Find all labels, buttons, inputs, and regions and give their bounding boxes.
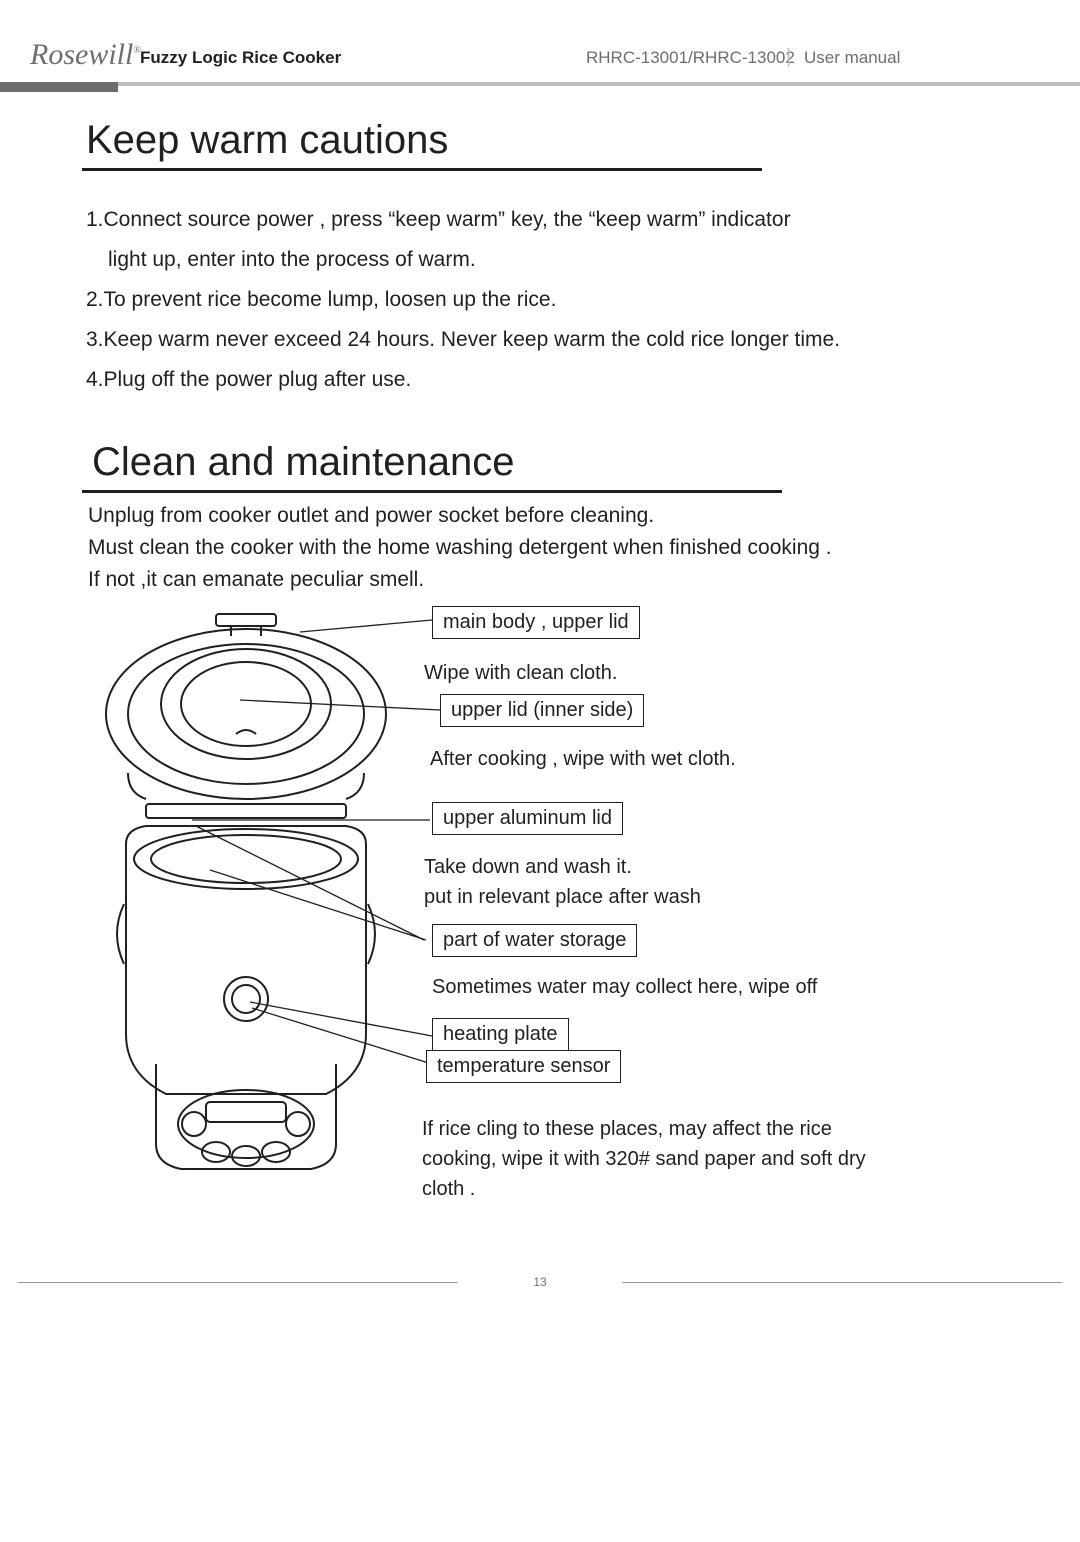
doc-type: User manual: [804, 48, 900, 68]
brand-logo: Rosewill®: [30, 38, 141, 72]
brand-text: Rosewill: [30, 38, 133, 71]
section2-intro1: Unplug from cooker outlet and power sock…: [88, 504, 654, 527]
section1-line4: 3.Keep warm never exceed 24 hours. Never…: [86, 328, 840, 351]
section1-rule: [82, 168, 762, 171]
label-al-lid: upper aluminum lid: [432, 802, 623, 835]
header-rule-light: [118, 82, 1080, 86]
label-main-body: main body , upper lid: [432, 606, 640, 639]
note-inner-lid: After cooking , wipe with wet cloth.: [430, 744, 736, 774]
note-bottom: If rice cling to these places, may affec…: [422, 1114, 882, 1204]
header-rule-dark: [0, 82, 118, 92]
note-main-body: Wipe with clean cloth.: [424, 658, 617, 688]
section2-intro: Unplug from cooker outlet and power sock…: [88, 500, 908, 596]
section2-rule: [82, 490, 782, 493]
note-water-storage: Sometimes water may collect here, wipe o…: [432, 972, 817, 1002]
page-header: Rosewill® Fuzzy Logic Rice Cooker RHRC-1…: [0, 24, 1080, 82]
note-al-lid-2: put in relevant place after wash: [424, 882, 701, 912]
section2-intro3: If not ,it can emanate peculiar smell.: [88, 568, 424, 591]
label-temp-sensor: temperature sensor: [426, 1050, 621, 1083]
product-name: Fuzzy Logic Rice Cooker: [140, 48, 341, 68]
section2-intro2: Must clean the cooker with the home wash…: [88, 536, 832, 559]
section1-line3: 2.To prevent rice become lump, loosen up…: [86, 288, 556, 311]
cooker-diagram: [86, 604, 416, 1184]
note-al-lid-1: Take down and wash it.: [424, 852, 632, 882]
model-number: RHRC-13001/RHRC-13002: [586, 48, 795, 68]
label-inner-lid: upper lid (inner side): [440, 694, 644, 727]
section1-line2: light up, enter into the process of warm…: [86, 240, 906, 280]
section1-title: Keep warm cautions: [86, 118, 448, 163]
label-heating-plate: heating plate: [432, 1018, 569, 1051]
section1-body: 1.Connect source power , press “keep war…: [86, 200, 906, 400]
page-number: 13: [0, 1275, 1080, 1289]
label-water-storage: part of water storage: [432, 924, 637, 957]
section1-line5: 4.Plug off the power plug after use.: [86, 368, 411, 391]
header-separator: |: [786, 46, 791, 69]
section2-title: Clean and maintenance: [92, 440, 515, 485]
section1-line1: 1.Connect source power , press “keep war…: [86, 208, 791, 231]
